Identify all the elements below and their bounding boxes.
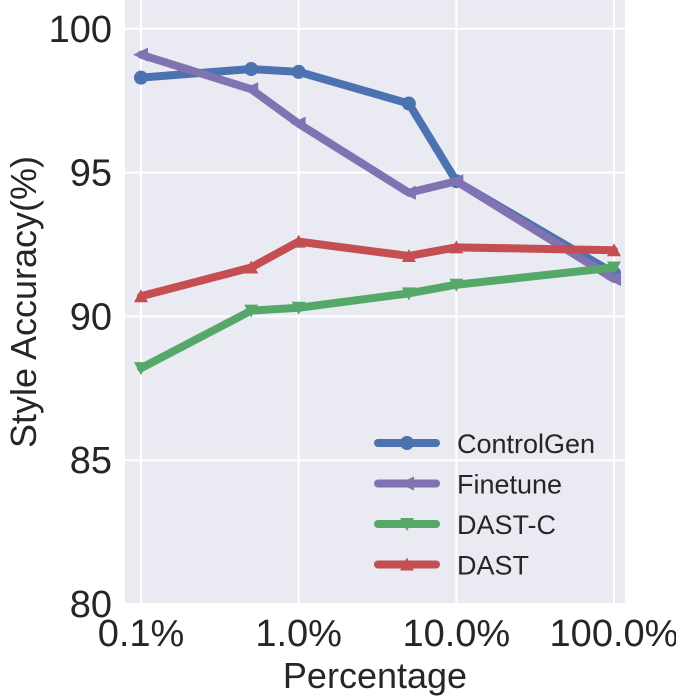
data-point-finetune (290, 116, 306, 131)
x-tick-label: 0.1% (98, 613, 185, 655)
legend-marker-dast-c (400, 518, 414, 531)
legend-label-finetune: Finetune (457, 470, 562, 500)
data-point-dast (401, 248, 416, 262)
legend-label-dast-c: DAST-C (457, 510, 556, 540)
legend-label-controlgen: ControlGen (457, 429, 595, 459)
data-point-dast-c (134, 362, 148, 376)
legend: ControlGen Finetune DAST-C DAST (374, 429, 595, 581)
plot-background (125, 0, 625, 604)
data-point-dast-c (449, 278, 464, 292)
y-axis-label: Style Accuracy(%) (3, 156, 44, 448)
y-tick-label: 85 (70, 440, 112, 482)
series-lines (133, 47, 621, 376)
x-axis-label: Percentage (283, 655, 467, 696)
legend-marker-dast (400, 557, 414, 571)
legend-entry-controlgen: ControlGen (374, 429, 595, 459)
data-point-finetune (606, 271, 621, 286)
legend-marker-finetune (399, 476, 414, 491)
data-point-controlgen (401, 96, 416, 111)
data-point-dast (134, 289, 148, 303)
data-point-finetune (400, 185, 416, 200)
y-tick-label: 100 (49, 9, 112, 51)
series-dast-c (134, 261, 621, 376)
legend-entry-dast-c: DAST-C (374, 510, 556, 540)
legend-label-dast: DAST (457, 551, 529, 581)
series-dast (134, 234, 621, 303)
series-line-finetune (137, 50, 618, 283)
data-point-dast-c (291, 301, 306, 315)
data-point-dast-c (607, 261, 621, 275)
data-point-finetune (448, 174, 464, 189)
series-finetune (133, 47, 621, 286)
data-point-controlgen (244, 62, 259, 77)
data-point-finetune (243, 82, 259, 97)
data-point-finetune (133, 47, 148, 62)
legend-entry-finetune: Finetune (374, 470, 562, 500)
series-line-dast (137, 237, 618, 301)
data-point-dast (244, 260, 259, 274)
data-point-controlgen (134, 70, 148, 85)
x-tick-label: 1.0% (255, 613, 342, 655)
data-point-controlgen (291, 64, 306, 79)
data-point-dast (449, 240, 464, 254)
y-tick-label: 80 (70, 584, 112, 626)
data-point-dast-c (401, 287, 416, 301)
y-tick-label: 90 (70, 296, 112, 338)
tick-labels: 80 85 90 95 100 0.1% 1.0% 10.0% 100.0% (49, 9, 676, 655)
series-line-dast-c (137, 263, 618, 373)
data-point-dast (291, 234, 306, 248)
data-point-dast-c (244, 304, 259, 318)
legend-entry-dast: DAST (374, 551, 529, 581)
x-tick-label: 100.0% (550, 613, 676, 655)
legend-marker-controlgen (400, 436, 414, 450)
y-tick-label: 95 (70, 153, 112, 195)
data-point-dast (607, 243, 621, 257)
x-tick-label: 10.0% (402, 613, 510, 655)
